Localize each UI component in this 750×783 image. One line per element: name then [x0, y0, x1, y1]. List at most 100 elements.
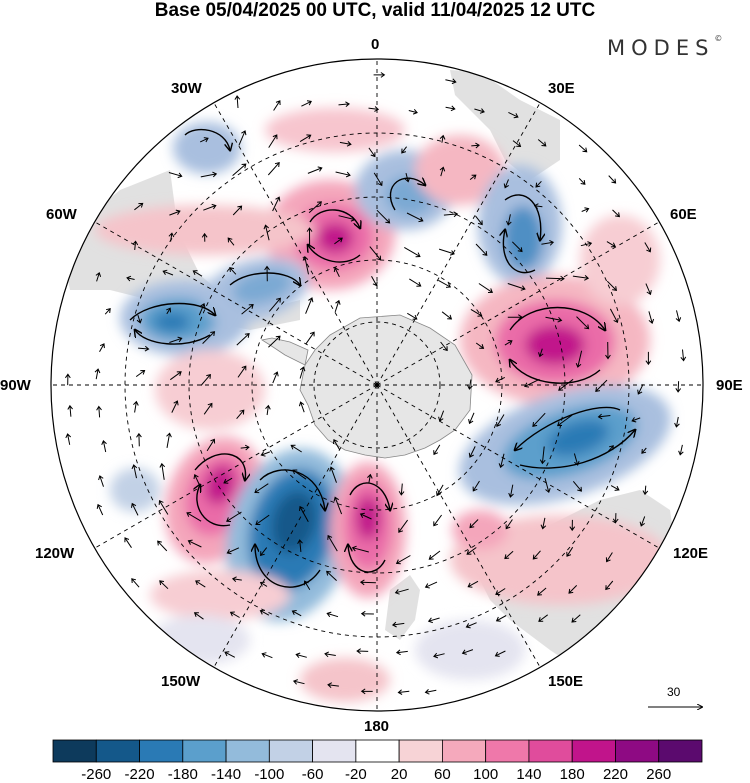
wind-vector-arrow [327, 682, 339, 688]
wind-vector-arrow [335, 171, 351, 178]
wind-vector-arrow [558, 378, 574, 391]
wind-vector-arrow [394, 588, 409, 595]
wind-vector-arrow [439, 134, 446, 143]
wind-vector-arrow [532, 412, 546, 427]
wind-vector-arrow [238, 130, 247, 146]
lon-label-90e: 90E [716, 377, 743, 394]
wind-vector-arrow [445, 105, 456, 112]
wind-vector-arrow [605, 341, 611, 360]
wind-vector-arrow [261, 652, 273, 659]
wind-vector-arrow [398, 483, 405, 496]
wind-vector-arrow [498, 453, 505, 469]
wind-vector-arrow [537, 139, 547, 147]
wind-vector-arrow [241, 304, 254, 315]
wind-vector-arrow [433, 514, 443, 527]
colorbar-tick-label: -260 [81, 766, 112, 783]
colorbar-tick-label: -180 [167, 766, 198, 783]
wind-vector-arrow [301, 100, 312, 107]
anomaly-blue-45e-core [503, 206, 543, 270]
wind-vector-arrow [468, 412, 475, 425]
colorbar-swatch [139, 739, 184, 763]
wind-vector-arrow [324, 651, 336, 658]
wind-vector-arrow [135, 369, 146, 378]
wind-vector-arrow [504, 550, 514, 560]
wind-vector-arrow [433, 444, 441, 456]
wind-vector-arrow [440, 341, 448, 352]
wind-vector-arrow [136, 314, 143, 324]
wind-vector-arrow [297, 539, 303, 552]
wind-vector-arrow [572, 480, 582, 492]
africa-land [450, 70, 560, 180]
wind-vector-arrow [159, 580, 169, 590]
colorbar-swatch [658, 739, 703, 763]
wind-vector-arrow [307, 166, 323, 174]
wind-vector-arrow [232, 163, 247, 176]
wind-vector-arrow [645, 283, 652, 296]
wind-vector-arrow [406, 212, 424, 223]
wind-vector-arrow [373, 172, 383, 187]
lon-label-0: 0 [371, 36, 380, 53]
wind-vector-arrow [541, 239, 555, 246]
wind-vector-arrow [255, 514, 270, 525]
wind-vector-arrow [597, 413, 611, 420]
colorbar-tick-label: 20 [390, 766, 408, 783]
wind-vector-arrow [124, 537, 132, 548]
wind-vector-arrow [612, 209, 621, 218]
wind-vector-arrow [572, 275, 590, 281]
wind-vector-arrow [438, 248, 455, 256]
wind-vector-arrow [606, 280, 618, 292]
wind-vector-arrow [373, 72, 386, 78]
antarctic-peninsula-land [260, 337, 309, 366]
wind-vector-arrow [198, 302, 206, 316]
wind-vector-arrow [409, 278, 422, 287]
colorbar-swatch [312, 739, 357, 763]
wind-vector-arrow [263, 224, 270, 241]
wind-vector-arrow [571, 614, 581, 623]
wind-vector-arrow [359, 512, 372, 520]
wind-vector-arrow [474, 108, 485, 114]
wind-vector-arrow [641, 447, 647, 454]
wind-vector-arrow [496, 414, 505, 427]
colorbar-swatch [355, 739, 400, 763]
south-pole-marker [374, 382, 380, 388]
wind-vector-arrow [533, 203, 543, 209]
wind-vector-arrow [438, 279, 452, 288]
wind-vector-arrow [94, 368, 101, 380]
anomaly-blue-small-120w [110, 468, 160, 512]
wind-vector-arrow [398, 519, 409, 533]
wind-vector-arrow [512, 140, 522, 148]
wind-vector-arrow [303, 580, 311, 591]
wind-vector-arrow [443, 211, 459, 218]
colorbar-swatch [571, 739, 616, 763]
colorbar-tick-label: 260 [646, 766, 672, 783]
wind-vector-arrow [556, 414, 573, 427]
anomaly-pink-bottom [300, 658, 390, 702]
wind-vector-arrow [359, 579, 376, 586]
wind-vector-arrow [545, 316, 563, 323]
brand-logo: MODES© [607, 34, 723, 60]
wind-vector-arrow [566, 546, 574, 557]
reference-vector-label: 30 [667, 685, 681, 699]
colorbar-swatch [182, 739, 227, 763]
wind-vector-arrow [504, 340, 513, 346]
anomaly-pink-ne [415, 135, 505, 205]
anomaly-blue-small-nw [173, 122, 241, 174]
wind-vector-arrow [268, 134, 278, 148]
wind-vector-arrow [334, 299, 341, 313]
wind-vector-arrow [606, 241, 616, 248]
anomaly-blue-55w-core [232, 270, 292, 304]
wind-vector-arrow [265, 404, 271, 416]
wind-vector-arrow [170, 371, 182, 381]
anomaly-blue-bottom-right [415, 620, 525, 680]
wind-vector-arrow [133, 400, 139, 413]
wind-vector-arrow [407, 312, 418, 320]
anomaly-pink-bottom-left [150, 570, 290, 620]
wind-vector-arrow [202, 331, 216, 344]
wind-vector-arrow [333, 267, 340, 278]
wind-vector-arrow [327, 534, 338, 552]
wind-vector-arrow [292, 679, 305, 685]
wind-vector-arrow [351, 545, 369, 553]
wind-vector-arrow [568, 585, 578, 594]
anomaly-blue-105e-core [547, 419, 609, 457]
lon-label-30w: 30W [171, 80, 202, 97]
